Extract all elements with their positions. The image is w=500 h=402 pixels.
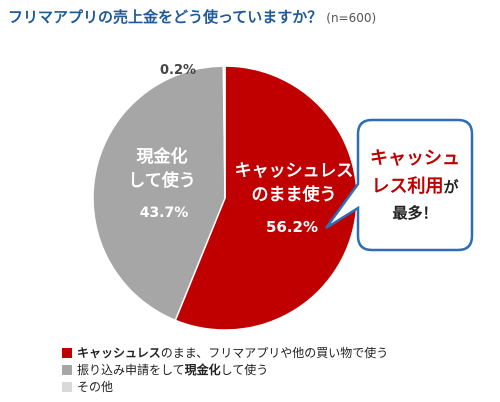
legend-text: その他 xyxy=(77,380,114,394)
legend-text: キャッシュレスのまま、フリマアプリや他の買い物で使う xyxy=(77,346,389,360)
title-text: フリマアプリの売上金をどう使っていますか？ xyxy=(8,8,323,26)
callout-bubble xyxy=(324,118,474,252)
legend-item-other: その他 xyxy=(62,378,388,395)
callout-line2-rest: が xyxy=(443,178,459,196)
slice-value-other: 0.2% xyxy=(160,63,196,78)
callout-line3: 最多！ xyxy=(392,204,437,222)
slice-label-cash-line2: して使う xyxy=(128,170,196,191)
pie-slice-cashless xyxy=(174,65,358,331)
callout-line1: キャッシュ xyxy=(370,148,460,169)
pie-slice-other xyxy=(222,65,226,199)
slice-label-cashless-line2: のまま使う xyxy=(252,184,337,205)
callout-line2-emph: レス利用 xyxy=(371,175,443,197)
legend: キャッシュレスのまま、フリマアプリや他の買い物で使う 振り込み申請をして現金化し… xyxy=(62,344,388,395)
legend-item-cash: 振り込み申請をして現金化して使う xyxy=(62,361,388,378)
pie-slices xyxy=(92,65,358,331)
legend-text: 振り込み申請をして現金化して使う xyxy=(77,363,269,377)
sample-size: (n=600) xyxy=(326,11,377,25)
legend-item-cashless: キャッシュレスのまま、フリマアプリや他の買い物で使う xyxy=(62,344,388,361)
callout: キャッシュ レス利用が 最多！ xyxy=(324,118,474,252)
slice-label-cash-line1: 現金化 xyxy=(137,146,188,167)
chart-title: フリマアプリの売上金をどう使っていますか？ (n=600) xyxy=(8,6,376,27)
legend-swatch-red xyxy=(62,347,72,358)
legend-swatch-gray xyxy=(62,364,72,375)
legend-swatch-lightgray xyxy=(62,381,72,392)
slice-label-cashless-line1: キャッシュレス xyxy=(235,161,354,181)
callout-line2: レス利用が xyxy=(371,175,459,197)
slice-value-cashless: 56.2% xyxy=(266,218,318,236)
pie-slice-cash xyxy=(92,65,226,322)
slice-value-cash: 43.7% xyxy=(140,205,189,221)
